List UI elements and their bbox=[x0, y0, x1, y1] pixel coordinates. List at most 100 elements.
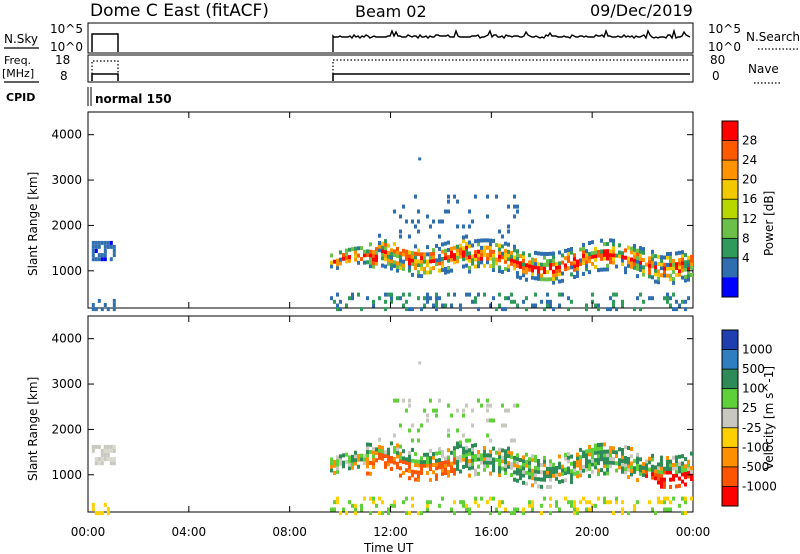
data-cell bbox=[660, 266, 663, 271]
data-cell bbox=[567, 466, 570, 471]
data-cell bbox=[336, 462, 339, 467]
data-cell bbox=[531, 503, 534, 508]
data-cell bbox=[609, 296, 612, 301]
data-cell bbox=[477, 307, 480, 312]
data-cell bbox=[462, 503, 465, 508]
data-cell bbox=[570, 454, 573, 459]
data-cell bbox=[507, 242, 510, 247]
data-cell bbox=[414, 266, 417, 271]
data-cell bbox=[666, 496, 669, 501]
colorbar-swatch bbox=[722, 121, 738, 142]
data-cell bbox=[612, 299, 615, 304]
data-cell bbox=[465, 256, 468, 261]
data-cell bbox=[444, 256, 447, 261]
data-cell bbox=[639, 468, 642, 473]
data-cell bbox=[342, 507, 345, 512]
data-cell bbox=[660, 455, 663, 460]
power-panel bbox=[87, 111, 694, 309]
data-cell bbox=[657, 480, 660, 485]
data-cell bbox=[648, 500, 651, 505]
data-cell bbox=[522, 255, 525, 259]
data-cell bbox=[465, 453, 468, 458]
data-cell bbox=[109, 457, 113, 462]
data-cell bbox=[585, 263, 588, 268]
data-cell bbox=[528, 264, 531, 269]
data-cell bbox=[411, 258, 414, 263]
data-cell bbox=[429, 270, 432, 275]
data-cell bbox=[459, 251, 462, 255]
data-cell bbox=[522, 265, 525, 270]
data-cell bbox=[633, 503, 636, 508]
data-cell bbox=[513, 459, 516, 464]
data-cell bbox=[615, 253, 618, 258]
data-cell bbox=[462, 433, 465, 438]
data-cell bbox=[666, 273, 669, 278]
data-cell bbox=[531, 507, 534, 512]
data-cell bbox=[510, 454, 513, 459]
data-cell bbox=[531, 303, 534, 308]
data-cell bbox=[423, 252, 426, 257]
data-cell bbox=[390, 248, 393, 253]
data-cell bbox=[600, 446, 603, 451]
data-cell bbox=[588, 270, 591, 275]
data-cell bbox=[411, 458, 414, 463]
nsky-tick-top: 10^5 bbox=[50, 22, 83, 36]
data-cell bbox=[369, 256, 372, 261]
data-cell bbox=[103, 240, 107, 245]
data-cell bbox=[399, 255, 402, 260]
data-cell bbox=[408, 450, 411, 455]
data-cell bbox=[642, 299, 645, 304]
data-cell bbox=[513, 477, 516, 482]
data-cell bbox=[633, 251, 636, 256]
data-cell bbox=[492, 260, 495, 265]
data-cell bbox=[504, 408, 507, 413]
data-cell bbox=[441, 264, 444, 269]
data-cell bbox=[483, 238, 486, 243]
data-cell bbox=[390, 441, 393, 446]
data-cell bbox=[480, 245, 483, 250]
data-cell bbox=[690, 473, 693, 478]
data-cell bbox=[411, 447, 414, 452]
data-cell bbox=[570, 299, 573, 304]
data-cell bbox=[540, 273, 543, 278]
nsky-trace-line bbox=[332, 28, 691, 52]
data-cell bbox=[672, 277, 675, 282]
data-cell bbox=[462, 246, 465, 251]
data-cell bbox=[624, 445, 627, 450]
data-cell bbox=[103, 457, 107, 462]
data-cell bbox=[567, 296, 570, 301]
data-cell bbox=[501, 455, 504, 460]
data-cell bbox=[429, 463, 432, 468]
data-cell bbox=[546, 270, 549, 275]
data-cell bbox=[468, 459, 471, 464]
data-cell bbox=[675, 251, 678, 256]
data-cell bbox=[618, 447, 621, 452]
data-cell bbox=[411, 473, 414, 478]
data-cell bbox=[387, 258, 390, 263]
data-cell bbox=[564, 471, 567, 476]
data-cell bbox=[492, 461, 495, 466]
data-cell bbox=[498, 258, 501, 263]
data-cell bbox=[408, 307, 411, 312]
data-cell bbox=[498, 292, 501, 297]
data-cell bbox=[576, 274, 579, 278]
data-cell bbox=[411, 496, 414, 501]
data-cell bbox=[366, 260, 369, 265]
data-cell bbox=[609, 238, 612, 243]
data-cell bbox=[426, 263, 429, 268]
data-cell bbox=[106, 507, 110, 511]
data-cell bbox=[408, 268, 411, 273]
data-cell bbox=[438, 219, 441, 224]
data-cell bbox=[558, 261, 561, 266]
data-cell bbox=[354, 250, 357, 255]
data-cell bbox=[516, 253, 519, 257]
data-cell bbox=[621, 262, 624, 267]
data-cell bbox=[501, 448, 504, 453]
data-cell bbox=[660, 273, 663, 278]
data-cell bbox=[489, 496, 492, 501]
data-cell bbox=[375, 447, 378, 452]
data-cell bbox=[429, 467, 432, 471]
data-cell bbox=[573, 503, 576, 508]
data-cell bbox=[423, 408, 426, 413]
